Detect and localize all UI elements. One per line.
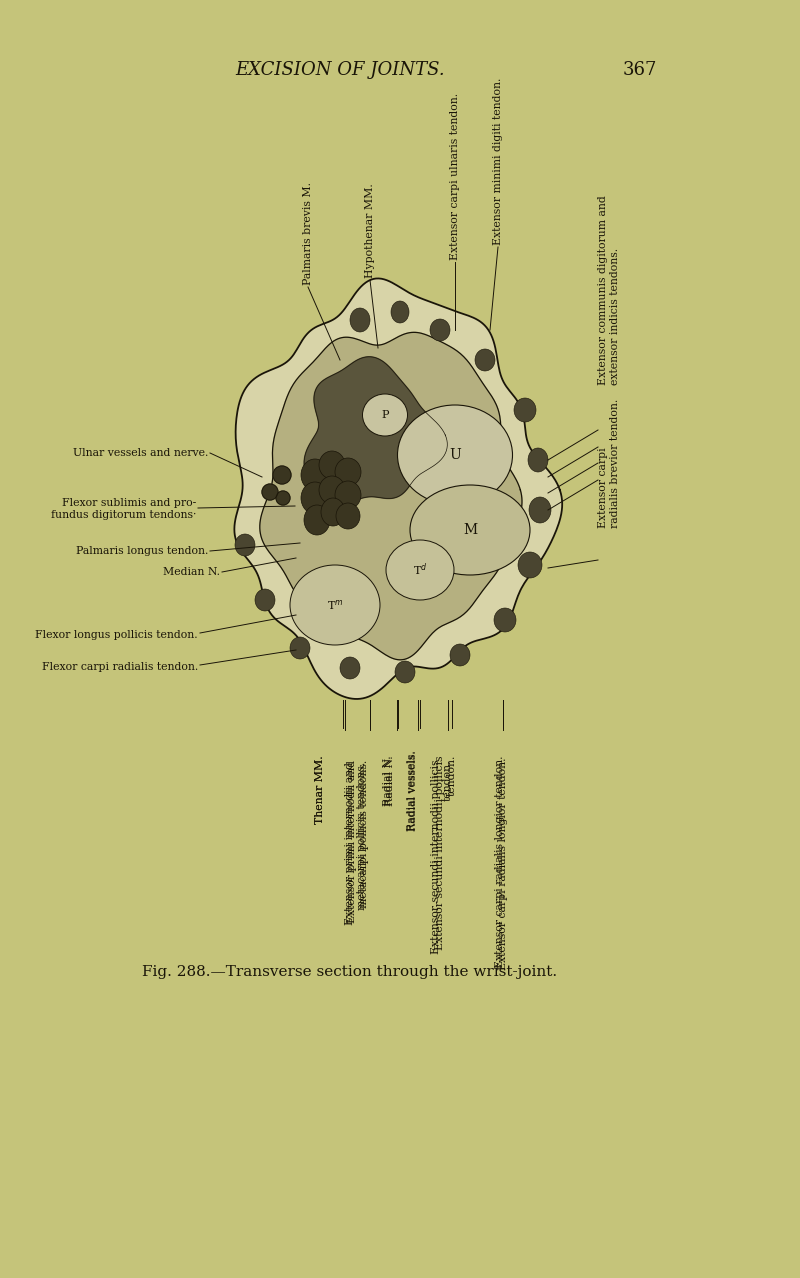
Ellipse shape	[398, 405, 513, 505]
Text: Extensor primi internodii and: Extensor primi internodii and	[347, 760, 357, 923]
Text: Extensor communis digitorum and: Extensor communis digitorum and	[598, 196, 608, 385]
Text: Flexor carpi radialis tendon.: Flexor carpi radialis tendon.	[42, 662, 198, 672]
Ellipse shape	[319, 451, 345, 479]
Ellipse shape	[514, 397, 536, 422]
Text: U: U	[449, 449, 461, 463]
Text: EXCISION OF JOINTS.: EXCISION OF JOINTS.	[235, 61, 445, 79]
Text: Palmaris longus tendon.: Palmaris longus tendon.	[76, 546, 208, 556]
Text: tendon.: tendon.	[443, 760, 453, 801]
Ellipse shape	[290, 636, 310, 659]
Ellipse shape	[255, 589, 275, 611]
Ellipse shape	[321, 498, 345, 527]
Ellipse shape	[336, 504, 360, 529]
Circle shape	[262, 484, 278, 500]
Text: Extensor secundi internodii pollicis: Extensor secundi internodii pollicis	[435, 755, 445, 950]
Ellipse shape	[319, 475, 345, 504]
Text: Thenar MM.: Thenar MM.	[315, 755, 325, 823]
Text: Extensor carpi: Extensor carpi	[598, 447, 608, 528]
Ellipse shape	[528, 449, 548, 472]
Text: Extensor secundi internodii pollicis: Extensor secundi internodii pollicis	[431, 760, 441, 955]
Ellipse shape	[235, 534, 255, 556]
Text: P: P	[382, 410, 389, 420]
Ellipse shape	[335, 458, 361, 486]
Ellipse shape	[304, 505, 330, 535]
Ellipse shape	[340, 657, 360, 679]
Text: extensor indicis tendons.: extensor indicis tendons.	[610, 248, 620, 385]
Text: Extensor primi internodii and: Extensor primi internodii and	[345, 762, 355, 925]
Circle shape	[273, 466, 291, 484]
Polygon shape	[260, 332, 522, 659]
Text: Extensor minimi digiti tendon.: Extensor minimi digiti tendon.	[493, 78, 503, 245]
Text: Radial vessels.: Radial vessels.	[407, 750, 417, 831]
Text: T$^d$: T$^d$	[413, 562, 427, 579]
Ellipse shape	[529, 497, 551, 523]
Text: Thenar MM.: Thenar MM.	[315, 755, 325, 823]
Ellipse shape	[395, 661, 415, 682]
Text: Flexor longus pollicis tendon.: Flexor longus pollicis tendon.	[35, 630, 198, 640]
Ellipse shape	[350, 308, 370, 332]
Circle shape	[276, 491, 290, 505]
Ellipse shape	[335, 481, 361, 509]
Text: Flexor sublimis and pro-: Flexor sublimis and pro-	[62, 498, 196, 507]
Text: Hypothenar MM.: Hypothenar MM.	[365, 183, 375, 279]
Ellipse shape	[301, 459, 329, 491]
Ellipse shape	[386, 541, 454, 599]
Polygon shape	[234, 279, 562, 699]
Text: Radial N.: Radial N.	[383, 755, 393, 805]
Text: Radial N.: Radial N.	[385, 755, 395, 805]
Ellipse shape	[494, 608, 516, 633]
Ellipse shape	[450, 644, 470, 666]
Text: Extensor carpi ulnaris tendon.: Extensor carpi ulnaris tendon.	[450, 93, 460, 259]
Ellipse shape	[518, 552, 542, 578]
Text: metacarpi pollicis tendons.: metacarpi pollicis tendons.	[357, 762, 367, 910]
Ellipse shape	[290, 565, 380, 645]
Text: Fig. 288.—Transverse section through the wrist-joint.: Fig. 288.—Transverse section through the…	[142, 965, 558, 979]
Ellipse shape	[362, 394, 407, 436]
Text: Ulnar vessels and nerve.: Ulnar vessels and nerve.	[73, 449, 208, 458]
Text: radialis brevior tendon.: radialis brevior tendon.	[610, 399, 620, 528]
Text: 367: 367	[623, 61, 657, 79]
Polygon shape	[304, 357, 447, 502]
Text: M: M	[463, 523, 477, 537]
Text: fundus digitorum tendons·: fundus digitorum tendons·	[50, 510, 196, 520]
Text: Extensor carpi radialis longior tendon.: Extensor carpi radialis longior tendon.	[495, 755, 505, 967]
Text: Radial vessels.: Radial vessels.	[408, 750, 418, 831]
Text: Median N.: Median N.	[163, 567, 220, 576]
Ellipse shape	[391, 302, 409, 323]
Ellipse shape	[475, 349, 495, 371]
Text: Palmaris brevis M.: Palmaris brevis M.	[303, 181, 313, 285]
Text: Extensor carpi radialis longior tendon.: Extensor carpi radialis longior tendon.	[498, 758, 508, 970]
Ellipse shape	[410, 484, 530, 575]
Text: tendon.: tendon.	[447, 755, 457, 796]
Text: T$^m$: T$^m$	[326, 598, 343, 612]
Text: metacarpi pollicis tendons.: metacarpi pollicis tendons.	[359, 760, 369, 909]
Ellipse shape	[430, 320, 450, 341]
Ellipse shape	[301, 482, 329, 514]
